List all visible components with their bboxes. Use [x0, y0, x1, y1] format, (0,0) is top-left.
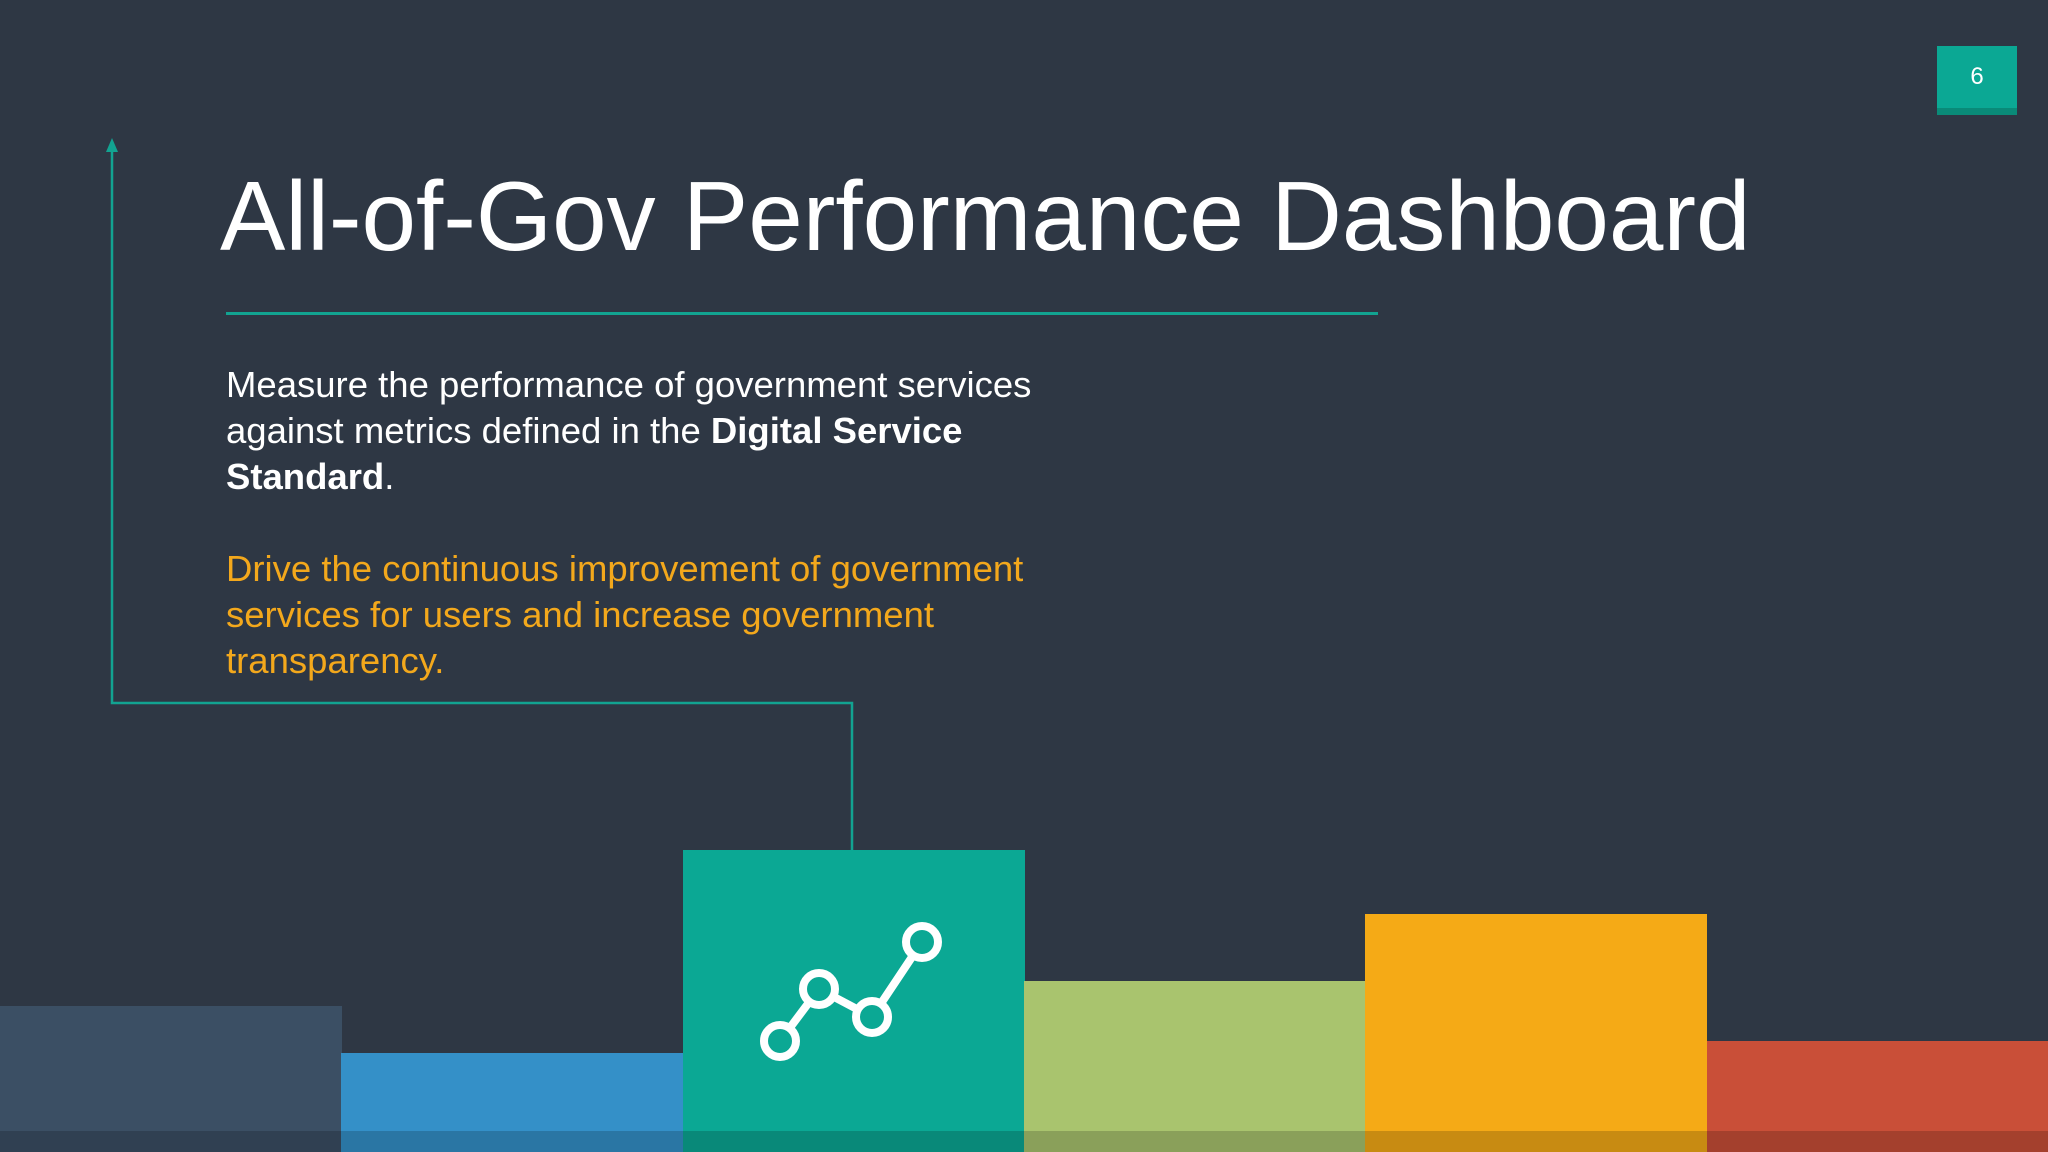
paragraph: Measure the performance of government se… — [226, 362, 1106, 500]
paragraph-text: Measure the performance of government se… — [226, 364, 1032, 451]
page-number: 6 — [1937, 46, 2017, 115]
bold-text: Digital Service Standard — [226, 410, 963, 497]
slide-title: All-of-Gov Performance Dashboard — [220, 161, 1751, 271]
title-rule — [226, 312, 1378, 315]
highlight-paragraph: Drive the continuous improvement of gove… — [226, 548, 1024, 681]
paragraph-end: . — [384, 456, 395, 497]
